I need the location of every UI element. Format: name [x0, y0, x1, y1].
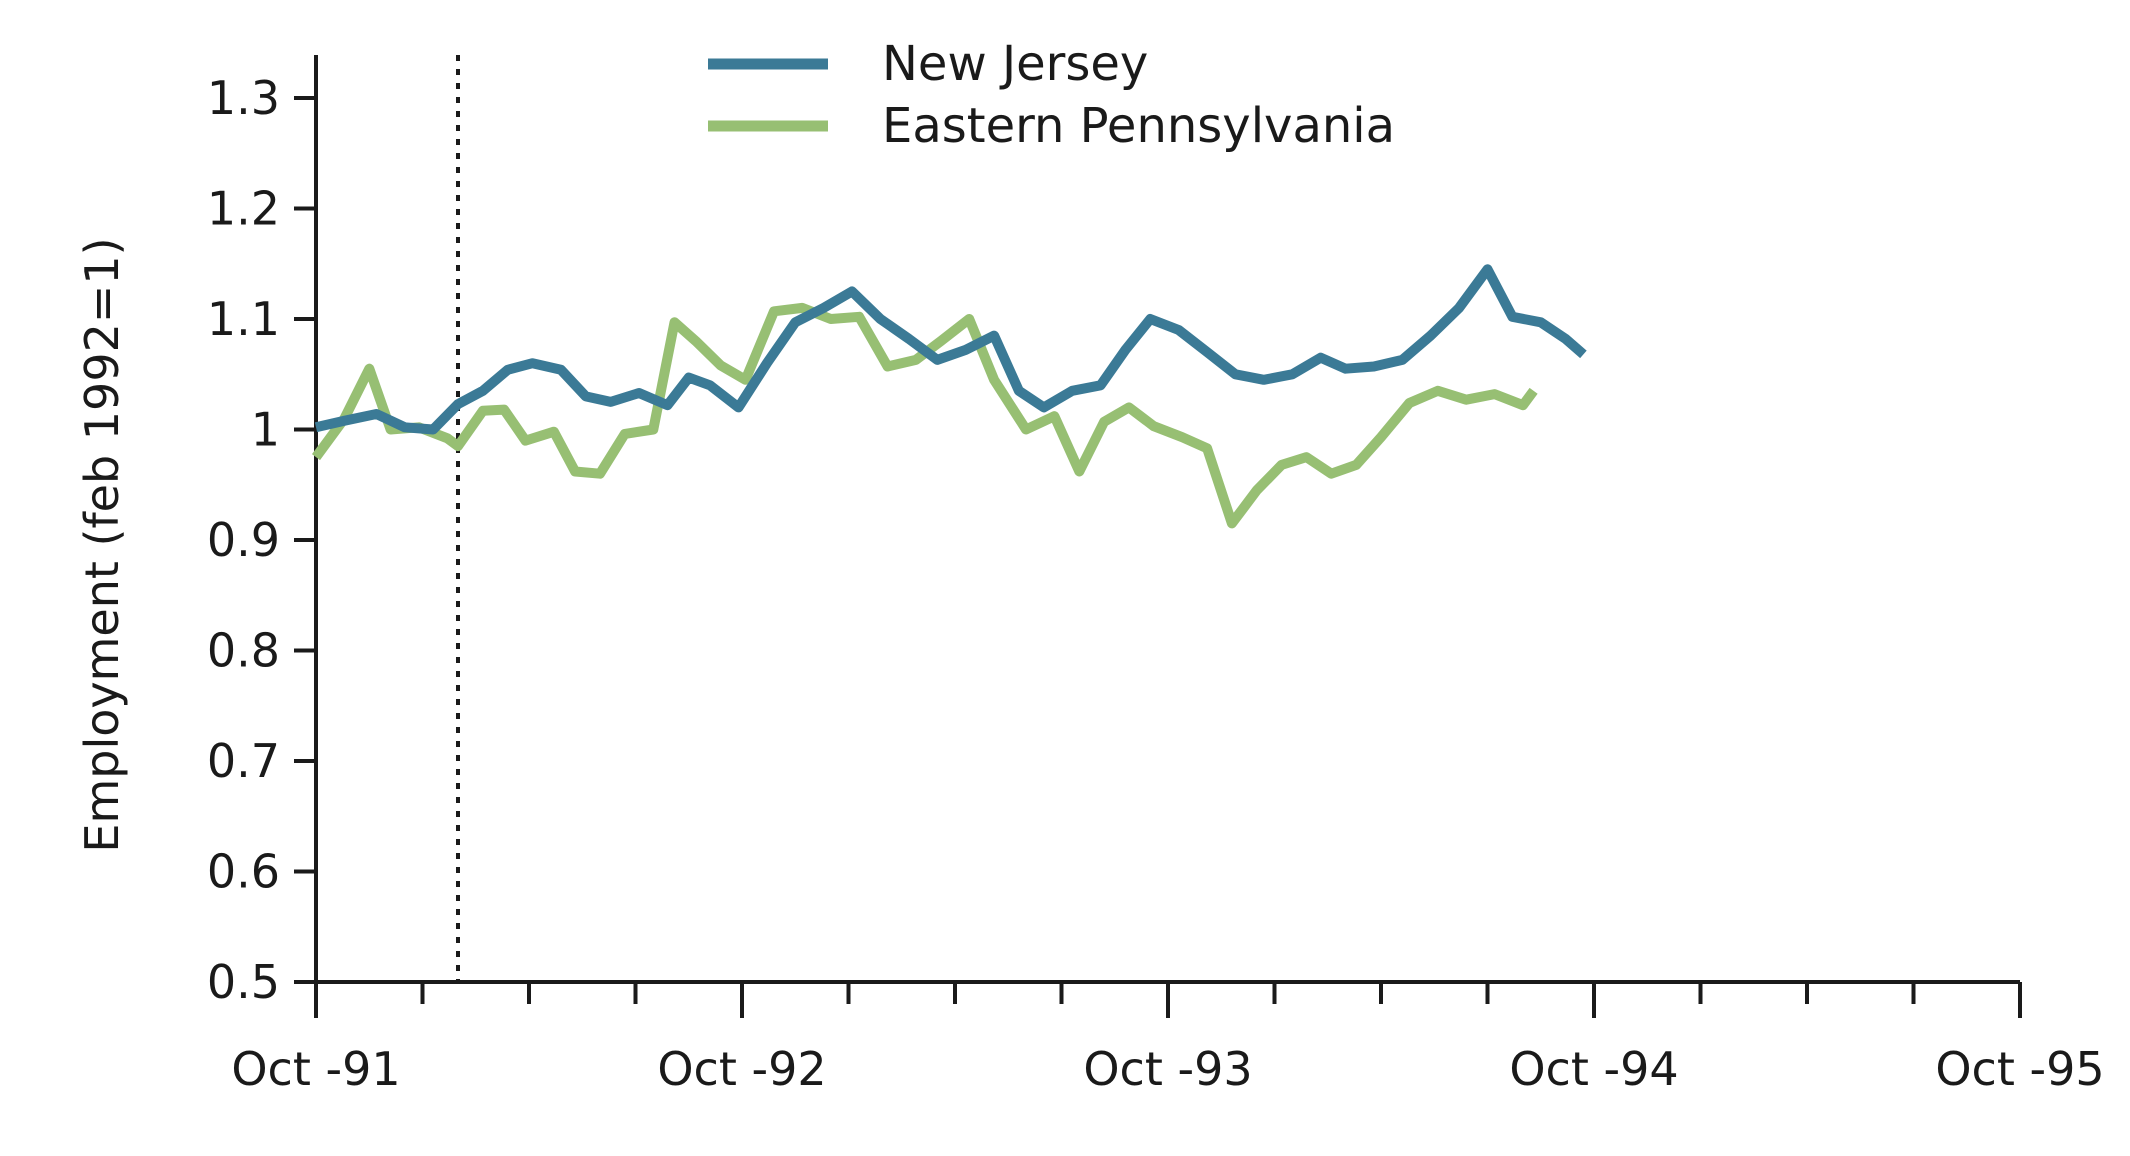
x-ticks: Oct -91 Oct -92 Oct -93 Oct -94 Oct -95 [231, 982, 2105, 1096]
x-tick-label: Oct -94 [1509, 1042, 1678, 1096]
legend-label-new-jersey: New Jersey [882, 36, 1148, 92]
y-tick-label: 1 [251, 403, 280, 457]
y-tick-label: 1.3 [207, 71, 280, 125]
y-tick-label: 0.9 [207, 513, 280, 567]
y-tick-label: 1.2 [207, 182, 280, 236]
x-tick-label: Oct -95 [1935, 1042, 2104, 1096]
y-tick-label: 0.6 [207, 845, 280, 899]
legend-label-eastern-pennsylvania: Eastern Pennsylvania [882, 98, 1395, 154]
y-tick-label: 1.1 [207, 292, 280, 346]
series-line-new-jersey [314, 264, 1587, 435]
y-tick-label: 0.5 [207, 955, 280, 1009]
y-tick-label: 0.7 [207, 734, 280, 788]
series-group [311, 264, 1587, 529]
y-tick-label: 0.8 [207, 624, 280, 678]
x-tick-label: Oct -93 [1083, 1042, 1252, 1096]
x-tick-label: Oct -91 [231, 1042, 400, 1096]
y-ticks: 0.5 0.6 0.7 0.8 0.9 1 1.1 1.2 1.3 [207, 71, 316, 1009]
series-line-eastern-pennsylvania [311, 302, 1538, 529]
x-tick-label: Oct -92 [657, 1042, 826, 1096]
legend: New Jersey Eastern Pennsylvania [708, 36, 1395, 154]
y-axis-title: Employment (feb 1992=1) [75, 237, 129, 852]
